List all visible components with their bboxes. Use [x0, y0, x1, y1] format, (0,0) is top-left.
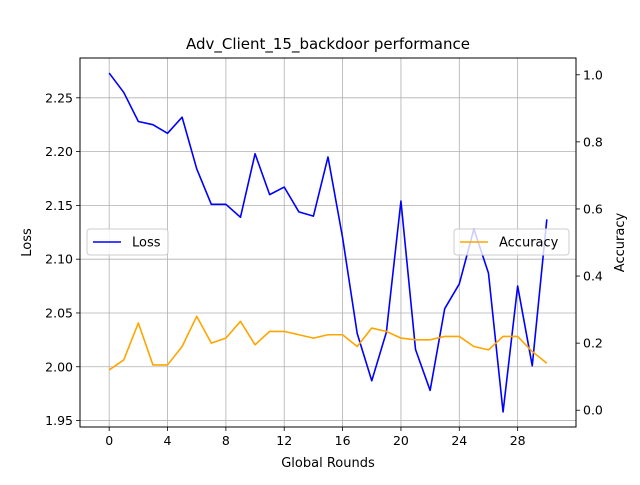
y-tick-label: 2.05 — [45, 305, 73, 320]
legend-accuracy: Accuracy — [453, 228, 570, 256]
y2-tick-label: 0.6 — [583, 201, 603, 216]
y-tick-label: 2.25 — [45, 90, 73, 105]
y2-tick-label: 0.8 — [583, 134, 603, 149]
y-tick-label: 2.10 — [45, 252, 73, 267]
y2-tick-label: 0.2 — [583, 336, 603, 351]
plot-frame — [79, 57, 577, 428]
legend-loss-frame — [86, 228, 169, 256]
y-tick-label: 2.20 — [45, 144, 73, 159]
x-tick-label: 8 — [222, 433, 230, 448]
legend-loss-label: Loss — [132, 236, 161, 251]
x-tick-label: 28 — [510, 433, 526, 448]
y-axis-title: Loss — [20, 228, 35, 257]
y2-tick-label: 0.0 — [583, 403, 603, 418]
y2-tick-label: 0.4 — [583, 269, 603, 284]
x-axis-title: Global Rounds — [281, 456, 375, 471]
legend-accuracy-frame — [453, 228, 570, 256]
axis-ticks: 0 4 8 12 16 20 24 28 1.95 2.00 2.05 2.10 2.15 2.20 2.2… — [45, 67, 603, 448]
x-tick-label: 20 — [393, 433, 409, 448]
x-tick-label: 12 — [276, 433, 292, 448]
y2-tick-label: 1.0 — [583, 67, 603, 82]
x-tick-label: 0 — [105, 433, 113, 448]
y-tick-label: 1.95 — [45, 413, 73, 428]
y-tick-label: 2.15 — [45, 198, 73, 213]
series-line-accuracy — [108, 315, 548, 371]
x-tick-label: 16 — [335, 433, 351, 448]
x-tick-label: 4 — [164, 433, 172, 448]
chart-title: Adv_Client_15_backdoor performance — [186, 35, 470, 54]
x-tick-label: 24 — [451, 433, 467, 448]
legend-loss: Loss — [86, 228, 169, 256]
y-tick-label: 2.00 — [45, 359, 73, 374]
y2-axis-title: Accuracy — [613, 213, 628, 273]
legend-accuracy-label: Accuracy — [499, 236, 559, 251]
